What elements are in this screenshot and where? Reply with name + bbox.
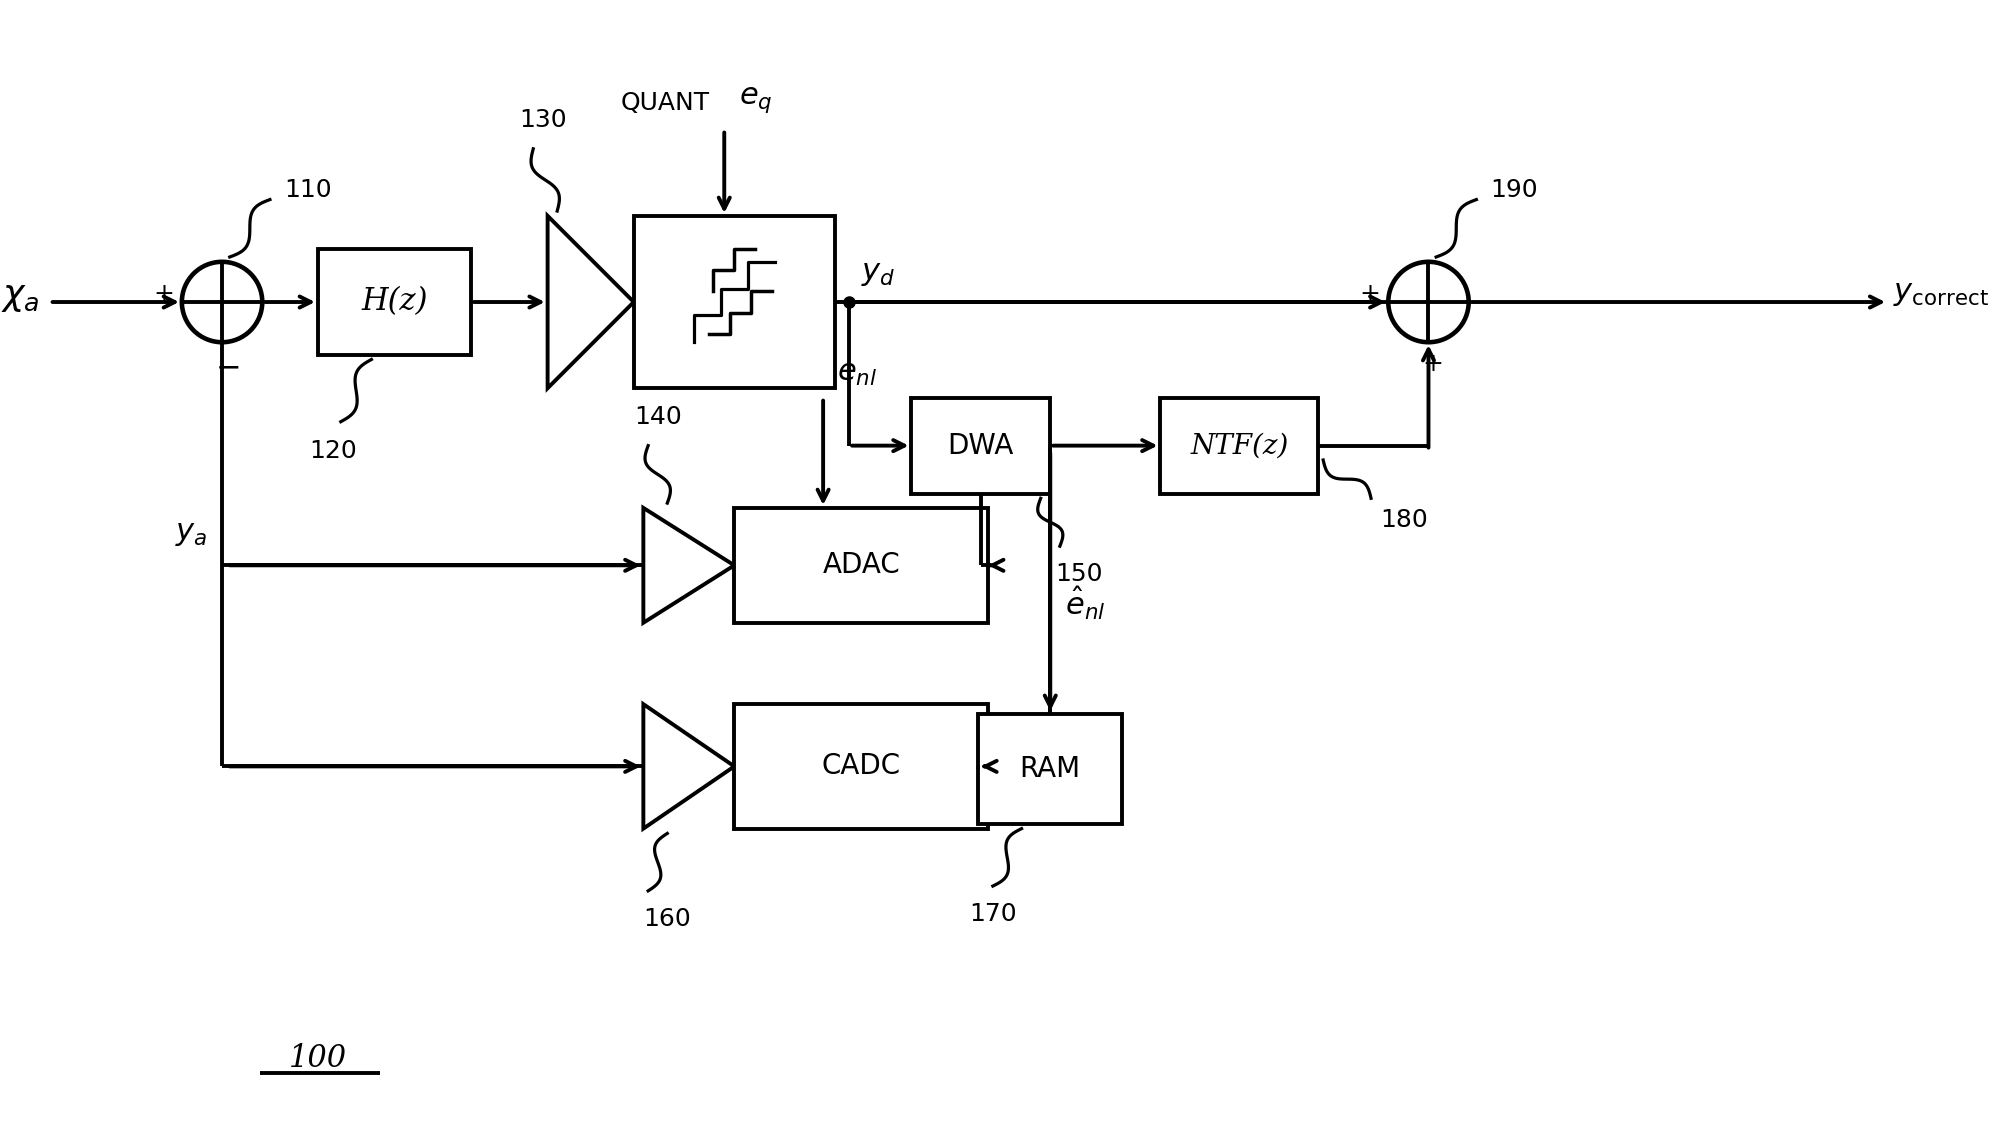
Text: $e_q$: $e_q$ (738, 85, 772, 116)
Text: ADAC: ADAC (821, 552, 901, 579)
Text: 100: 100 (288, 1043, 346, 1074)
Bar (1160, 397, 1319, 493)
Text: $\chi_a$: $\chi_a$ (2, 281, 40, 314)
Text: QUANT: QUANT (621, 92, 710, 116)
Text: DWA: DWA (947, 432, 1014, 459)
Text: +: + (1422, 352, 1444, 376)
Text: CADC: CADC (821, 752, 901, 781)
Text: NTF(z): NTF(z) (1189, 432, 1289, 459)
Bar (318, 250, 471, 355)
Bar (979, 713, 1122, 824)
Text: 120: 120 (308, 439, 356, 463)
Text: $y_d$: $y_d$ (861, 256, 895, 287)
Text: 150: 150 (1054, 562, 1102, 586)
Text: 130: 130 (519, 108, 567, 132)
Text: 170: 170 (969, 902, 1016, 926)
Text: +: + (1360, 283, 1380, 307)
Bar (634, 216, 835, 388)
Text: $y_{\rm correct}$: $y_{\rm correct}$ (1894, 277, 1989, 308)
Text: RAM: RAM (1020, 755, 1080, 783)
Text: $-$: $-$ (215, 352, 239, 382)
Text: $\hat{e}_{nl}$: $\hat{e}_{nl}$ (1064, 585, 1106, 623)
Text: 180: 180 (1380, 508, 1428, 532)
Bar (734, 704, 989, 829)
Bar (734, 508, 989, 623)
Text: 160: 160 (642, 907, 690, 931)
Text: 190: 190 (1490, 177, 1537, 202)
Text: 140: 140 (634, 405, 682, 429)
Text: +: + (153, 283, 175, 307)
Text: $e_{nl}$: $e_{nl}$ (837, 357, 877, 388)
Text: H(z): H(z) (362, 286, 428, 317)
Text: $y_a$: $y_a$ (175, 518, 207, 548)
Bar (911, 397, 1050, 493)
Text: 110: 110 (284, 177, 332, 202)
